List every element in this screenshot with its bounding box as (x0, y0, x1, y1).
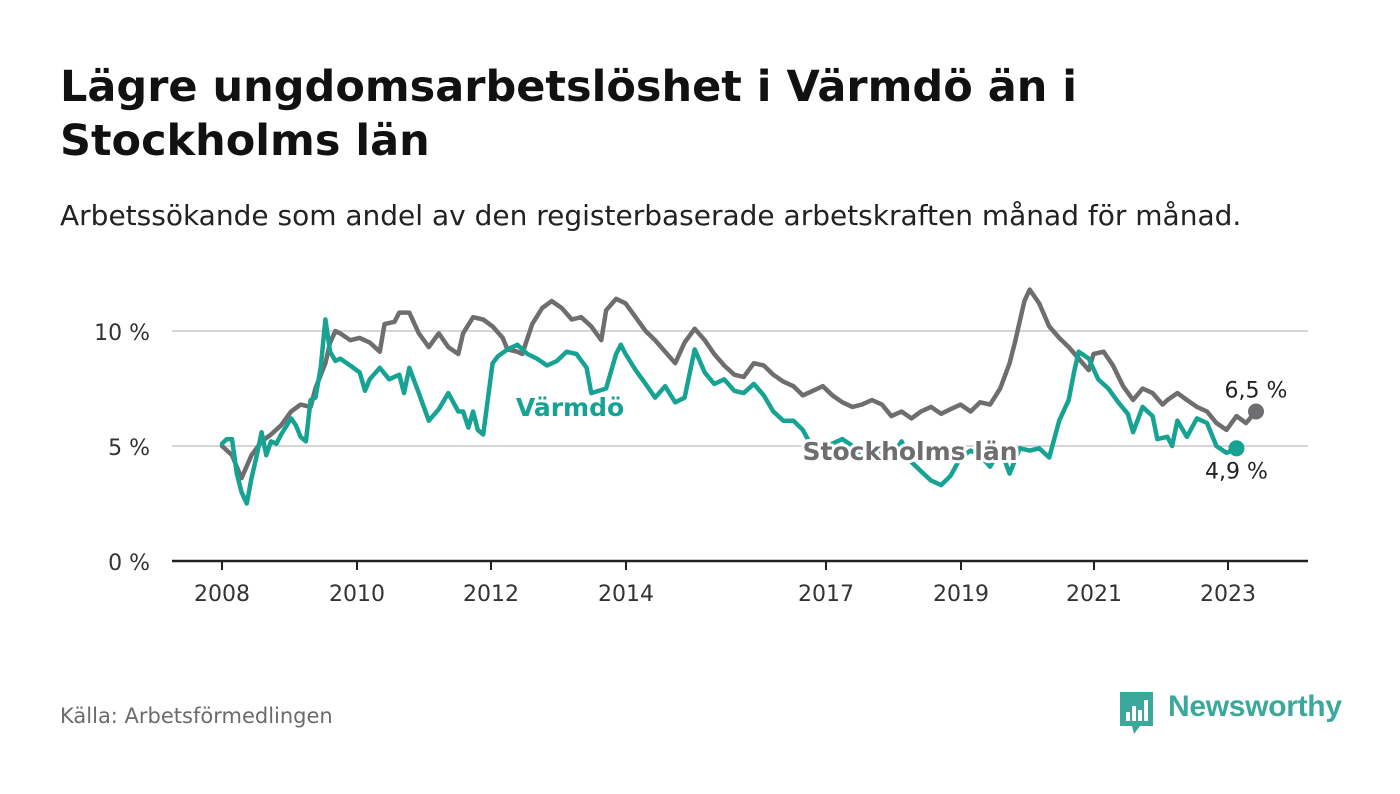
x-tick-label: 2017 (798, 582, 854, 607)
end-marker-varmdo (1228, 440, 1245, 457)
end-value-label-stockholms-lan: 6,5 % (1225, 379, 1288, 404)
series-label-stockholms-lan: Stockholms län (803, 437, 1018, 466)
logo-bar-1 (1126, 712, 1130, 721)
end-marker-stockholms-lan (1248, 403, 1264, 420)
series-label-varmdo: Värmdö (516, 393, 624, 422)
y-tick-label: 10 % (94, 321, 150, 346)
x-tick-label: 2023 (1200, 582, 1256, 607)
line-chart: 0 %5 %10 % 2008 2010 2012 2014 2017 2019 2021 2… (94, 287, 1308, 607)
chart-subtitle: Arbetssökande som andel av den registerb… (60, 199, 1242, 232)
series-labels: 6,5 % 4,9 % Värmdö Stockholms län (513, 379, 1288, 485)
series-lines (219, 287, 1264, 506)
x-tick-label: 2019 (933, 582, 989, 607)
x-tick-label: 2012 (463, 582, 519, 607)
y-axis-labels: 0 % 5 % 10 % (94, 321, 150, 576)
logo-bar-3 (1138, 710, 1142, 721)
series-line-stockholms-lan (219, 287, 1259, 481)
x-tick-label: 2014 (598, 582, 654, 607)
series-line-varmdo (219, 317, 1239, 506)
newsworthy-logo-icon (1120, 692, 1153, 734)
end-value-label-varmdo: 4,9 % (1205, 459, 1268, 484)
y-tick-label: 5 % (108, 436, 150, 461)
logo-bar-4 (1144, 700, 1148, 721)
gridlines (172, 330, 1308, 563)
x-tick-label: 2010 (329, 582, 385, 607)
source-note: Källa: Arbetsförmedlingen (60, 704, 333, 728)
logo-bar-2 (1132, 706, 1136, 721)
y-tick-label: 0 % (108, 551, 150, 576)
x-tick-label: 2021 (1066, 582, 1122, 607)
x-tick-label: 2008 (194, 582, 250, 607)
logo-speech-bubble (1120, 692, 1153, 734)
x-axis-labels: 2008 2010 2012 2014 2017 2019 2021 2023 (194, 561, 1256, 607)
chart-title: Lägre ungdomsarbetslöshet i Värmdö än i … (60, 62, 1078, 166)
brand-name: Newsworthy (1168, 690, 1342, 723)
